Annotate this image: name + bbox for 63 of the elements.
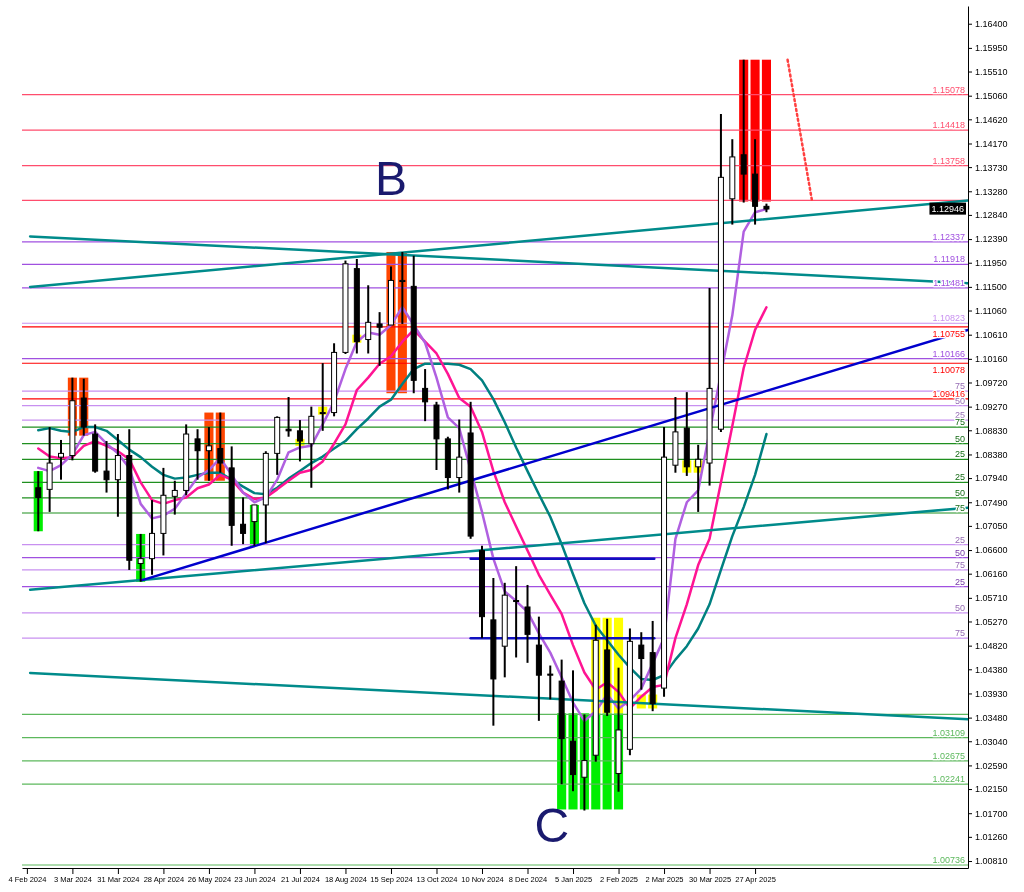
y-tick-label: 1.07940 [975, 473, 1008, 484]
annotation: 75 [954, 628, 965, 639]
ref-line-label: 1.11918 [933, 254, 965, 265]
y-tick-label: 1.05270 [975, 616, 1008, 627]
y-tick-label: 1.13280 [975, 186, 1008, 197]
ref-line-label: 1.15078 [932, 84, 965, 95]
y-tick-label: 1.02590 [975, 760, 1008, 771]
annotation: 75 [954, 559, 965, 570]
y-tick-label: 1.03480 [975, 713, 1008, 723]
annotation: 25 [954, 534, 965, 545]
y-tick-label: 1.05710 [975, 593, 1008, 604]
annotation: 50 [954, 433, 965, 444]
annotation: 50 [954, 547, 965, 558]
y-tick-label: 1.01260 [975, 832, 1008, 843]
ref-line-label: 1.14418 [932, 120, 965, 131]
y-tick-label: 1.11500 [975, 282, 1007, 293]
y-tick-label: 1.11060 [975, 305, 1007, 316]
y-tick-label: 1.15060 [975, 91, 1008, 102]
y-tick-label: 1.02150 [975, 784, 1008, 795]
y-tick-label: 1.03040 [975, 736, 1008, 747]
y-tick-label: 1.07490 [975, 497, 1008, 508]
annotation: 1.12946 [931, 203, 964, 214]
annotation: 50 [954, 602, 965, 613]
y-tick-label: 1.07050 [975, 521, 1008, 532]
ref-line-label: 1.11481 [933, 277, 965, 288]
y-tick-label: 1.08830 [975, 425, 1008, 436]
y-tick-label: 1.14620 [975, 114, 1008, 125]
annotation: 25 [954, 472, 965, 483]
annotation: 25 [954, 576, 965, 587]
y-tick-label: 1.09270 [975, 402, 1008, 413]
annotation: 50 [954, 487, 965, 498]
ref-line-label: 1.10078 [932, 365, 965, 376]
ref-line-label: 1.12337 [932, 231, 965, 242]
y-tick-label: 1.00810 [975, 856, 1008, 867]
ref-line-label: 1.02241 [932, 774, 965, 785]
annotation: 75 [954, 503, 965, 513]
y-tick-label: 1.06160 [975, 569, 1008, 580]
y-tick-label: 1.11950 [975, 258, 1007, 269]
y-tick-label: 1.01700 [975, 808, 1008, 819]
y-tick-label: 1.09720 [975, 377, 1008, 388]
ref-line-label: 1.10166 [932, 348, 965, 359]
y-tick-label: 1.12840 [975, 210, 1008, 221]
y-tick-label: 1.08380 [975, 449, 1008, 460]
y-tick-label: 1.16400 [975, 19, 1008, 30]
annotation: C [534, 798, 570, 852]
y-tick-label: 1.10160 [975, 354, 1008, 365]
ref-line-label: 1.02675 [932, 750, 965, 761]
y-tick-label: 1.14170 [975, 138, 1008, 149]
ref-line-label: 1.13758 [932, 155, 965, 166]
y-tick-label: 1.13730 [975, 162, 1008, 173]
ref-line-label: 1.00736 [932, 854, 965, 865]
y-tick-label: 1.12390 [975, 234, 1008, 245]
y-tick-label: 1.04820 [975, 641, 1008, 652]
y-tick-label: 1.03930 [975, 688, 1008, 699]
y-tick-label: 1.15950 [975, 43, 1008, 54]
y-tick-label: 1.04380 [975, 664, 1008, 675]
y-tick-label: 1.10610 [975, 330, 1008, 341]
y-tick-label: 1.15510 [975, 66, 1008, 77]
ref-line-label: 1.10823 [932, 313, 965, 324]
annotation: B [374, 152, 407, 206]
y-tick-label: 1.06600 [975, 545, 1008, 556]
ref-line-label: 1.03109 [932, 727, 965, 738]
annotation: 25 [954, 449, 965, 460]
